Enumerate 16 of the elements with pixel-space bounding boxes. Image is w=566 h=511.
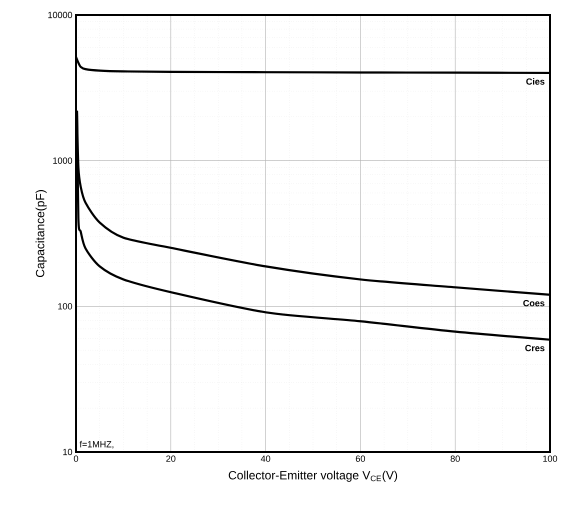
x-tick-label: 40: [260, 456, 270, 462]
y-tick-label: 100: [58, 303, 72, 310]
x-tick-label: 100: [543, 456, 558, 462]
x-tick-label: 20: [166, 456, 176, 462]
y-tick-label: 10000: [48, 12, 72, 18]
x-axis-title: Collector-Emitter voltage V$_{CE}$(V): [228, 470, 398, 482]
series-label: Coes: [523, 300, 544, 306]
y-tick-label: 1000: [53, 157, 72, 164]
x-tick-label: 0: [74, 456, 78, 462]
series-label: Cres: [525, 344, 544, 352]
annotation: f=1MHZ,: [80, 440, 114, 448]
y-axis-title: Capacitance(pF): [36, 190, 47, 278]
y-tick-label: 10: [63, 448, 72, 456]
x-tick-label: 80: [450, 456, 460, 462]
series-label: Cies: [526, 78, 544, 85]
x-tick-label: 60: [356, 456, 366, 462]
